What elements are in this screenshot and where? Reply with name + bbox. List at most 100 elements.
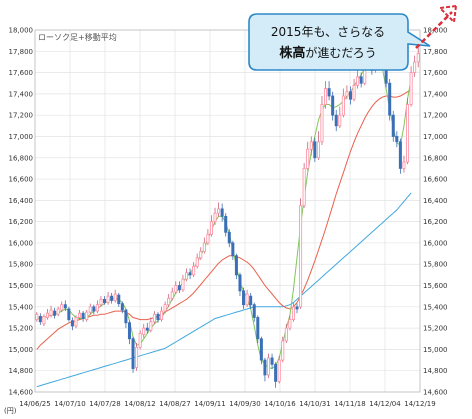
moving-average-lines: [36, 57, 412, 388]
y-tick-label-right: 17,600: [423, 69, 448, 77]
candle-body: [320, 104, 324, 143]
candle-body: [259, 338, 263, 361]
y-tick-label-right: 17,400: [423, 90, 448, 98]
candle-body: [38, 316, 42, 323]
candle-body: [113, 293, 117, 301]
candle-body: [217, 208, 221, 214]
y-tick-label-left: 17,600: [9, 69, 34, 77]
candle-body: [206, 234, 210, 244]
candle-body: [388, 82, 392, 116]
candle-body: [70, 320, 74, 327]
y-tick-label-left: 17,400: [9, 90, 34, 98]
y-tick-label-left: 17,200: [9, 112, 34, 120]
upward-arrow: [415, 4, 458, 49]
ma5-line: [36, 57, 412, 370]
y-tick-label-left: 15,000: [9, 346, 34, 354]
candle-body: [45, 312, 49, 318]
candle-body: [274, 363, 278, 382]
y-tick-label-left: 16,800: [9, 154, 34, 162]
candle-body: [145, 327, 149, 331]
candle-body: [406, 104, 410, 163]
candle-body: [359, 76, 363, 84]
candle-body: [56, 308, 60, 315]
y-axis-tick-labels: 14,600 14,600 14,800 14,800 15,000 15,000 15,2…: [9, 27, 448, 397]
candle-body: [209, 221, 213, 235]
x-tick-label: 14/07/28: [89, 400, 120, 408]
candle-body: [167, 297, 171, 306]
candle-body: [85, 311, 89, 321]
y-tick-label-right: 16,600: [423, 176, 448, 184]
candle-body: [231, 242, 235, 257]
candle-body: [395, 136, 399, 143]
candle-body: [188, 272, 192, 276]
candle-body: [352, 84, 356, 100]
candle-body: [281, 340, 285, 361]
candle-body: [284, 327, 288, 342]
x-tick-label: 14/10/31: [299, 400, 330, 408]
candle-body: [327, 88, 331, 97]
candle-body: [127, 322, 131, 340]
candle-body: [181, 278, 185, 291]
callout-rest: が進むだろう: [305, 45, 376, 60]
candle-body: [334, 114, 338, 127]
x-tick-label: 14/10/16: [264, 400, 296, 408]
candle-body: [131, 338, 135, 369]
candle-body: [135, 346, 139, 368]
y-tick-label-left: 17,000: [9, 133, 34, 141]
candle-body: [106, 295, 110, 303]
y-tick-label-left: 16,200: [9, 218, 34, 226]
candle-body: [224, 215, 228, 233]
candle-body: [174, 285, 178, 293]
candle-body: [163, 304, 167, 312]
x-tick-label: 14/06/25: [19, 400, 50, 408]
candle-body: [391, 114, 395, 137]
candle-body: [238, 274, 242, 292]
y-tick-label-left: 14,600: [9, 389, 34, 397]
candle-body: [263, 359, 267, 376]
candle-body: [277, 359, 281, 382]
y-tick-label-left: 16,000: [9, 239, 34, 247]
candle-body: [316, 141, 320, 159]
candle-body: [227, 231, 231, 244]
callout: 2015年も、さらなる 株高が進むだろう: [248, 13, 431, 71]
candle-body: [177, 285, 181, 291]
candle-body: [63, 304, 67, 309]
x-tick-label: 14/08/27: [159, 400, 190, 408]
candle-body: [49, 309, 53, 316]
y-tick-label-right: 17,000: [423, 133, 448, 141]
candle-body: [78, 312, 82, 318]
candle-body: [348, 91, 352, 100]
callout-line-2: 株高が進むだろう: [279, 45, 376, 61]
candle-body: [120, 303, 124, 311]
y-tick-label-right: 15,400: [423, 303, 448, 311]
candle-body: [413, 61, 417, 73]
ma75-line: [36, 192, 412, 388]
candle-body: [117, 294, 121, 305]
arrow-head: [437, 4, 458, 25]
chart-legend: ローソク足+移動平均: [38, 32, 117, 42]
candlesticks: [35, 34, 420, 388]
candle-body: [252, 304, 256, 318]
candle-body: [67, 308, 71, 321]
candle-body: [92, 306, 96, 312]
candle-body: [60, 304, 64, 311]
y-tick-label-left: 16,600: [9, 176, 34, 184]
y-tick-label-right: 15,000: [423, 346, 448, 354]
y-tick-label-right: 14,600: [423, 389, 448, 397]
y-tick-label-right: 16,000: [423, 239, 448, 247]
candle-body: [266, 357, 271, 376]
y-tick-label-left: 18,000: [9, 27, 34, 35]
y-tick-label-right: 15,200: [423, 325, 448, 333]
x-tick-label: 14/12/04: [369, 400, 401, 408]
callout-emphasis: 株高: [279, 45, 305, 61]
candle-body: [99, 298, 103, 306]
candle-body: [199, 251, 203, 259]
candle-body: [313, 141, 317, 159]
candle-body: [398, 141, 402, 169]
candle-body: [213, 212, 217, 223]
y-tick-label-right: 17,200: [423, 112, 448, 120]
x-tick-label: 14/09/11: [194, 400, 225, 408]
x-tick-label: 14/09/30: [229, 400, 260, 408]
candle-body: [416, 53, 420, 63]
candle-body: [256, 317, 260, 340]
